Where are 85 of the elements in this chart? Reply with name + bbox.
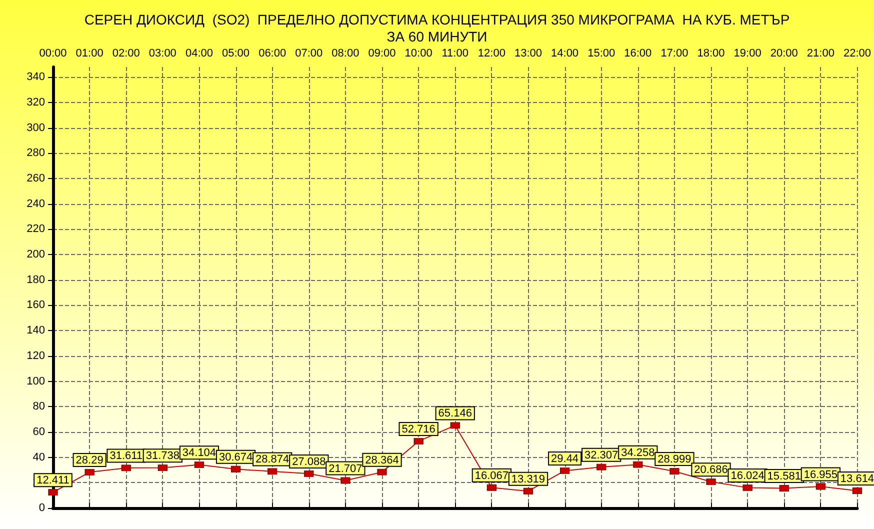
data-label: 52.716 [402, 423, 436, 436]
data-label: 30.674 [218, 451, 253, 464]
x-tick-label: 03:00 [148, 48, 176, 60]
y-tick-label: 340 [26, 71, 45, 84]
y-tick-label: 120 [26, 350, 45, 362]
point [779, 485, 789, 492]
data-label: 32.307 [584, 449, 618, 462]
data-label: 12.411 [36, 474, 70, 487]
point [268, 468, 278, 475]
y-tick-label: 140 [26, 324, 45, 337]
point [523, 488, 533, 494]
point [377, 468, 387, 476]
x-tick-label: 15:00 [588, 48, 616, 60]
y-tick-label: 300 [26, 122, 45, 134]
x-tick-label: 17:00 [660, 48, 688, 60]
data-label: 16.955 [804, 468, 838, 481]
x-tick-label: 22:00 [843, 48, 871, 60]
x-tick-label: 14:00 [551, 48, 579, 60]
y-tick-label: 280 [26, 147, 45, 160]
y-tick-label: 0 [38, 502, 45, 514]
x-tick-label: 08:00 [332, 48, 360, 60]
x-tick-label: 07:00 [295, 48, 323, 60]
y-tick-label: 60 [32, 426, 45, 438]
data-label: 20.686 [694, 464, 728, 476]
data-label: 65.146 [438, 408, 472, 420]
point [450, 422, 460, 429]
data-label: 28.364 [365, 454, 399, 466]
point [742, 484, 752, 491]
y-tick-label: 160 [26, 299, 45, 312]
y-tick-label: 100 [26, 375, 45, 388]
data-label: 27.088 [292, 456, 326, 468]
y-tick-label: 260 [26, 172, 45, 185]
x-tick-label: 20:00 [770, 48, 798, 60]
point [340, 477, 350, 484]
point [48, 489, 58, 496]
point [596, 464, 606, 470]
point [816, 483, 826, 490]
point [414, 438, 424, 444]
x-tick-label: 05:00 [222, 48, 250, 60]
point [486, 484, 496, 491]
x-tick-label: 10:00 [404, 48, 432, 60]
x-tick-label: 16:00 [624, 48, 652, 60]
point [560, 467, 570, 474]
data-label: 16.024 [730, 470, 764, 482]
y-tick-label: 40 [32, 451, 45, 464]
y-tick-label: 180 [26, 274, 45, 286]
point [121, 464, 131, 472]
x-tick-label: 18:00 [697, 48, 725, 60]
data-label: 21.707 [328, 462, 362, 475]
point [304, 470, 314, 477]
y-tick-label: 200 [26, 248, 45, 261]
y-tick-label: 320 [26, 96, 45, 108]
x-tick-label: 04:00 [185, 48, 213, 60]
data-label: 28.874 [256, 454, 290, 466]
x-tick-label: 21:00 [806, 48, 834, 60]
data-label: 31.738 [146, 450, 180, 462]
data-label: 28.29 [76, 454, 104, 466]
x-tick-label: 09:00 [368, 48, 396, 60]
x-tick-label: 13:00 [514, 48, 542, 60]
chart-title: СЕРЕН ДИОКСИД (SO2) ПРЕДЕЛНО ДОПУСТИМА КОНЦЕНТРАЦИЯ 350 МИКРОГРАМА НА КУБ. МЕТЪР ЗА 60 МИНУТИ [84, 12, 790, 44]
x-tick-label: 19:00 [734, 48, 762, 60]
data-label: 34.258 [621, 446, 655, 459]
data-label: 13.614 [840, 473, 874, 486]
data-label: 29.44 [551, 452, 579, 465]
x-tick-label: 12:00 [478, 48, 506, 60]
data-label: 13.319 [511, 473, 546, 486]
y-tick-label: 240 [26, 198, 45, 210]
y-tick-label: 220 [26, 223, 45, 236]
x-tick-label: 01:00 [76, 48, 104, 60]
point [706, 478, 716, 486]
point [194, 462, 204, 468]
data-label: 28.999 [658, 454, 692, 466]
x-tick-label: 06:00 [258, 48, 286, 60]
point [633, 461, 643, 468]
point [84, 468, 94, 476]
data-label: 31.611 [110, 450, 143, 462]
x-tick-label: 02:00 [112, 48, 140, 60]
y-tick-label: 80 [32, 400, 45, 413]
point [158, 464, 168, 472]
x-tick-label: 00:00 [39, 48, 67, 60]
x-tick-label: 11:00 [442, 48, 468, 60]
data-label: 34.104 [182, 447, 216, 460]
data-label: 15.581 [767, 470, 801, 483]
data-label: 16.067 [474, 470, 509, 482]
point [231, 466, 241, 472]
